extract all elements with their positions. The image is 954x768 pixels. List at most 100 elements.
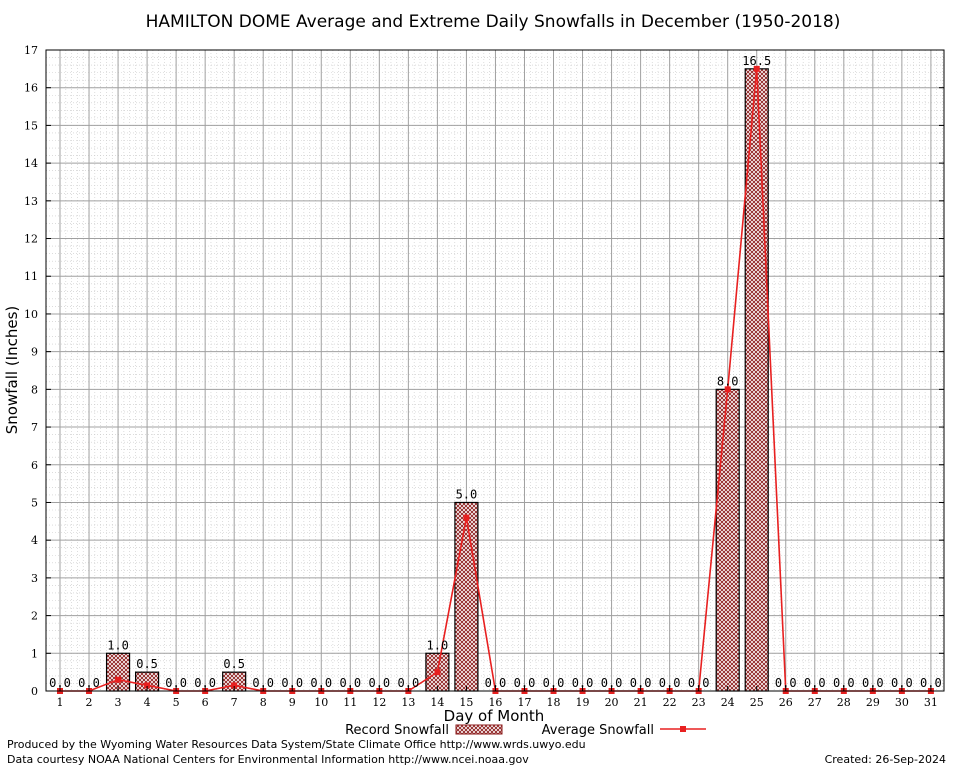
bar-label-day-24: 8.0	[717, 374, 739, 388]
average-point-day-24	[724, 386, 731, 393]
y-tick-label: 10	[24, 308, 38, 321]
bar-label-day-26: 0.0	[775, 676, 797, 690]
x-tick-label: 12	[372, 696, 386, 709]
y-tick-label: 3	[31, 572, 38, 585]
x-tick-label: 10	[314, 696, 328, 709]
bar-label-day-30: 0.0	[891, 676, 913, 690]
y-tick-label: 9	[31, 346, 38, 359]
major-grid	[46, 49, 944, 692]
bar-label-day-15: 5.0	[456, 487, 478, 501]
x-tick-label: 17	[517, 696, 531, 709]
bar-label-day-16: 0.0	[485, 676, 507, 690]
x-tick-label: 9	[289, 696, 296, 709]
record-bar-day-24	[715, 388, 740, 692]
footer-courtesy: Data courtesy NOAA National Centers for …	[7, 753, 529, 766]
x-tick-label: 15	[459, 696, 473, 709]
average-point-day-14	[434, 669, 441, 676]
bar-label-day-31: 0.0	[920, 676, 942, 690]
x-tick-label: 31	[924, 696, 938, 709]
x-axis-label: Day of Month	[444, 707, 545, 725]
legend-record-label: Record Snowfall	[345, 723, 449, 738]
x-tick-label: 5	[173, 696, 180, 709]
bar-label-day-18: 0.0	[543, 676, 565, 690]
x-tick-label: 28	[837, 696, 851, 709]
footer-created: Created: 26-Sep-2024	[824, 753, 946, 766]
legend-record-swatch	[455, 724, 503, 735]
bar-label-day-22: 0.0	[659, 676, 681, 690]
legend-average-label: Average Snowfall	[542, 723, 654, 738]
bar-label-day-3: 1.0	[107, 638, 129, 652]
x-tick-label: 4	[144, 696, 151, 709]
x-tick-label: 8	[260, 696, 267, 709]
bar-label-day-1: 0.0	[49, 676, 71, 690]
legend-average-marker	[680, 726, 686, 732]
x-tick-label: 27	[808, 696, 822, 709]
bar-label-day-29: 0.0	[862, 676, 884, 690]
x-tick-label: 18	[547, 696, 561, 709]
bar-label-day-5: 0.0	[165, 676, 187, 690]
average-point-day-7	[231, 682, 238, 689]
bar-label-day-12: 0.0	[368, 676, 390, 690]
x-tick-label: 1	[57, 696, 64, 709]
y-tick-label: 2	[31, 610, 38, 623]
footer-produced-by: Produced by the Wyoming Water Resources …	[7, 738, 586, 751]
record-bar-day-3	[105, 652, 131, 692]
x-tick-label: 25	[750, 696, 764, 709]
y-tick-label: 8	[31, 383, 38, 396]
y-tick-label: 5	[31, 496, 38, 509]
bar-value-labels: 0.0 0.0 1.0 0.5 0.0 0.0 0.5 0.0 0.0 0.0 0.0 0.0 0.0 1…	[49, 54, 942, 690]
bar-label-day-17: 0.0	[514, 676, 536, 690]
bar-label-day-21: 0.0	[630, 676, 652, 690]
x-tick-label: 20	[605, 696, 619, 709]
y-tick-label: 7	[31, 421, 38, 434]
average-point-day-15	[463, 514, 470, 521]
x-tick-label: 30	[895, 696, 909, 709]
y-tick-label: 4	[31, 534, 38, 547]
x-axis-ticks: 1 2 3 4 5 6 7 8 9 10 11 12 13 14 15 16 17 18 19 20 21 22 23 24 2…	[57, 686, 938, 709]
minor-grid	[46, 49, 944, 692]
bar-label-day-2: 0.0	[78, 676, 100, 690]
bar-label-day-27: 0.0	[804, 676, 826, 690]
x-tick-label: 16	[488, 696, 502, 709]
x-tick-label: 23	[692, 696, 706, 709]
x-tick-label: 11	[343, 696, 357, 709]
x-tick-label: 24	[721, 696, 735, 709]
x-tick-label: 19	[576, 696, 590, 709]
chart-title: HAMILTON DOME Average and Extreme Daily …	[146, 12, 841, 32]
bar-label-day-13: 0.0	[398, 676, 420, 690]
y-tick-label: 11	[24, 270, 38, 283]
bar-label-day-11: 0.0	[339, 676, 361, 690]
bar-label-day-19: 0.0	[572, 676, 594, 690]
record-bar-day-15	[454, 501, 479, 692]
average-point-day-25	[753, 65, 760, 72]
x-tick-label: 29	[866, 696, 880, 709]
y-tick-label: 14	[24, 157, 38, 170]
y-tick-label: 1	[31, 647, 38, 660]
bar-label-day-25: 16.5	[742, 54, 771, 68]
x-tick-label: 26	[779, 696, 793, 709]
y-tick-label: 0	[31, 685, 38, 698]
y-tick-label: 13	[24, 195, 38, 208]
bar-label-day-23: 0.0	[688, 676, 710, 690]
record-bars	[105, 68, 769, 692]
x-tick-label: 3	[115, 696, 122, 709]
x-tick-label: 7	[231, 696, 238, 709]
x-tick-label: 13	[401, 696, 415, 709]
bar-label-day-10: 0.0	[310, 676, 332, 690]
bar-label-day-4: 0.5	[136, 657, 158, 671]
y-tick-label: 12	[24, 233, 38, 246]
y-tick-label: 6	[31, 459, 38, 472]
x-tick-label: 22	[663, 696, 677, 709]
bar-label-day-8: 0.0	[252, 676, 274, 690]
y-tick-label: 16	[24, 82, 38, 95]
bar-label-day-6: 0.0	[194, 676, 216, 690]
x-tick-label: 2	[86, 696, 93, 709]
x-tick-label: 14	[430, 696, 444, 709]
bar-label-day-7: 0.5	[223, 657, 245, 671]
y-tick-label: 15	[24, 119, 38, 132]
y-tick-label: 17	[24, 44, 38, 57]
bar-label-day-20: 0.0	[601, 676, 623, 690]
bar-label-day-28: 0.0	[833, 676, 855, 690]
